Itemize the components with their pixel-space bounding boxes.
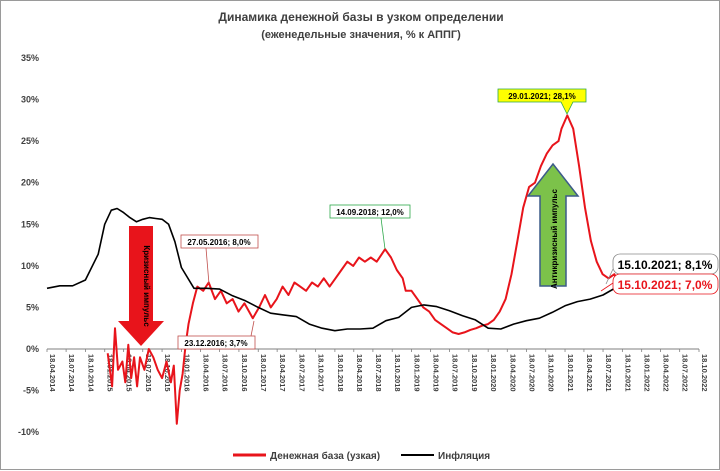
x-tick-label: 18.04.2020 [508,354,517,392]
callout-inflation-end: 15.10.2021; 8,1% [605,253,719,285]
callout-money-base-end: 15.10.2021; 7,0% [600,273,719,295]
x-tick-label: 18.01.2017 [259,354,268,392]
callout-label: 27.05.2016; 8,0% [187,238,250,247]
x-tick-label: 18.07.2016 [221,354,230,392]
x-tick-label: 18.10.2018 [393,354,402,392]
callout-23-12-2016: 23.12.2016; 3,7% [177,320,256,350]
series-line-inflation [46,207,623,332]
x-tick-label: 18.10.2014 [86,354,95,392]
legend-label-inflation: Инфляция [438,450,490,462]
callout-label: 15.10.2021; 8,1% [618,258,713,272]
anticrisis-arrow-label: Антикризисный импульс [550,189,559,289]
x-tick-label: 18.04.2022 [662,354,671,392]
x-tick-label: 18.07.2021 [604,354,613,392]
x-tick-label: 18.01.2020 [489,354,498,392]
x-tick-label: 18.07.2022 [681,354,690,392]
x-tick-label: 18.04.2021 [585,354,594,392]
x-tick-label: 18.04.2015 [125,354,134,392]
x-tick-label: 18.04.2016 [201,354,210,392]
x-tick-label: 18.04.2017 [278,354,287,392]
series-line-money-base [106,114,623,425]
chart-title: Динамика денежной базы в узком определен… [218,10,503,24]
x-tick-label: 18.01.2021 [566,354,575,392]
anticrisis-arrow: Антикризисный импульс [526,162,580,289]
y-tick-label: -10% [18,427,39,437]
x-tick-label: 18.01.2019 [413,354,422,392]
x-tick-label: 18.07.2017 [297,354,306,392]
x-tick-label: 18.04.2018 [355,354,364,392]
y-tick-label: 0% [26,344,39,354]
x-tick-label: 18.07.2020 [527,354,536,392]
callout-label: 23.12.2016; 3,7% [184,339,247,348]
y-tick-label: 15% [21,219,39,229]
series-lines [46,114,623,425]
y-tick-label: -5% [23,386,39,396]
legend-label-money-base: Денежная база (узкая) [270,450,380,462]
legend: Денежная база (узкая) Инфляция [233,450,490,462]
chart-subtitle: (еженедельные значения, % к АППГ) [261,29,461,41]
x-tick-label: 18.10.2016 [240,354,249,392]
x-tick-label: 18.10.2017 [317,354,326,392]
x-tick-label: 18.10.2015 [163,354,172,392]
x-tick-label: 18.07.2018 [374,354,383,392]
crisis-arrow-label: Кризисный импульс [142,245,151,327]
x-tick-label: 18.07.2019 [451,354,460,392]
y-tick-label: 30% [21,95,39,105]
x-axis: 18.04.2014 18.07.2014 18.10.2014 18.01.2015… [46,349,709,392]
callout-label: 15.10.2021; 7,0% [618,278,713,292]
x-tick-label: 18.10.2019 [470,354,479,392]
y-tick-label: 10% [21,261,39,271]
x-tick-label: 18.01.2016 [182,354,191,392]
x-tick-label: 18.10.2022 [700,354,709,392]
callout-14-09-2018: 14.09.2018; 12,0% [329,204,411,250]
callout-label: 29.01.2021; 28,1% [508,92,576,101]
y-tick-label: 5% [26,302,39,312]
callout-29-01-2021: 29.01.2021; 28,1% [497,88,587,115]
y-tick-label: 35% [21,53,39,63]
x-tick-label: 18.10.2021 [623,354,632,392]
x-tick-label: 18.01.2022 [643,354,652,392]
x-tick-label: 18.04.2014 [48,354,57,392]
x-tick-label: 18.10.2020 [547,354,556,392]
x-tick-label: 18.04.2019 [431,354,440,392]
callout-label: 14.09.2018; 12,0% [336,208,404,217]
x-tick-label: 18.07.2015 [144,354,153,392]
x-tick-label: 18.07.2014 [67,354,76,392]
x-tick-label: 18.01.2018 [336,354,345,392]
callout-27-05-2016: 27.05.2016; 8,0% [180,234,259,285]
y-tick-label: 25% [21,136,39,146]
crisis-arrow: Кризисный импульс [118,226,164,346]
y-tick-label: 20% [21,178,39,188]
